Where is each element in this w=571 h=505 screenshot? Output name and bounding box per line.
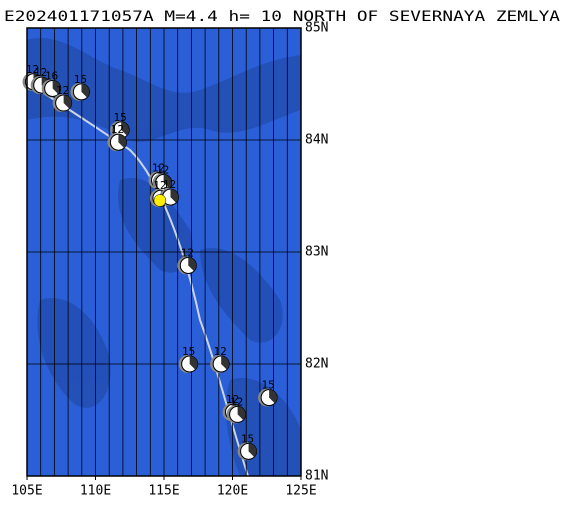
event-label: 12	[152, 161, 165, 174]
beachball: 16	[41, 69, 62, 98]
grid	[26, 27, 302, 480]
lon-label: 125E	[285, 484, 316, 499]
epicenter	[153, 194, 167, 207]
event-label: 15	[241, 432, 254, 445]
lat-label: 84N	[305, 133, 328, 148]
lon-label: 120E	[217, 484, 248, 499]
lat-label: 82N	[305, 357, 328, 372]
event-label: 12	[230, 395, 243, 408]
beachball-quadrant	[121, 121, 130, 136]
beachball: 15	[70, 73, 90, 101]
beachball-quadrant	[189, 356, 198, 370]
beachball: 15	[237, 432, 258, 461]
beachball-quadrant	[188, 257, 197, 272]
beachball: 12	[210, 345, 230, 373]
event-label: 15	[261, 379, 274, 392]
event-label: 12	[34, 66, 47, 79]
track	[29, 83, 249, 477]
beachball-quadrant	[81, 83, 90, 98]
beachball: 12	[52, 84, 73, 113]
lon-label: 110E	[80, 484, 111, 499]
beachball: 15	[258, 379, 278, 407]
lat-label: 81N	[305, 469, 328, 484]
event-label: 16	[45, 69, 58, 82]
lat-label: 85N	[305, 21, 328, 36]
event-label: 12	[156, 164, 169, 177]
beachball: 15	[178, 345, 199, 373]
event-label: 12	[163, 178, 176, 191]
beachball-quadrant	[248, 443, 257, 457]
beachball: 12	[107, 123, 127, 152]
beachball: 12	[152, 164, 173, 192]
event-label: 12	[153, 179, 166, 192]
beachball-quadrant	[221, 356, 230, 370]
event-label: 12	[181, 246, 194, 259]
event-label: 12	[26, 63, 39, 76]
beachball-quadrant	[63, 95, 72, 109]
beachball-quadrant	[118, 134, 127, 148]
beachball: 12	[226, 395, 247, 424]
lat-label: 83N	[305, 245, 328, 260]
event-label: 12	[226, 393, 239, 406]
title: E202401171057A M=4.4 h= 10 NORTH OF SEVE…	[4, 9, 561, 25]
beachball-quadrant	[237, 406, 246, 420]
beachball: 12	[177, 246, 197, 275]
frame	[26, 27, 302, 477]
event-label: 12	[111, 123, 124, 136]
beachball-quadrant	[170, 189, 179, 203]
beachball-quadrant	[269, 389, 278, 404]
lon-label: 115E	[148, 484, 179, 499]
event-label: 15	[114, 111, 127, 124]
beachball-quadrant	[163, 174, 172, 189]
beachball-quadrant	[52, 80, 61, 95]
event-label: 15	[182, 345, 195, 358]
lon-label: 105E	[11, 484, 42, 499]
event-label: 15	[74, 73, 87, 86]
event-label: 12	[214, 345, 227, 358]
event-label: 12	[56, 84, 69, 97]
